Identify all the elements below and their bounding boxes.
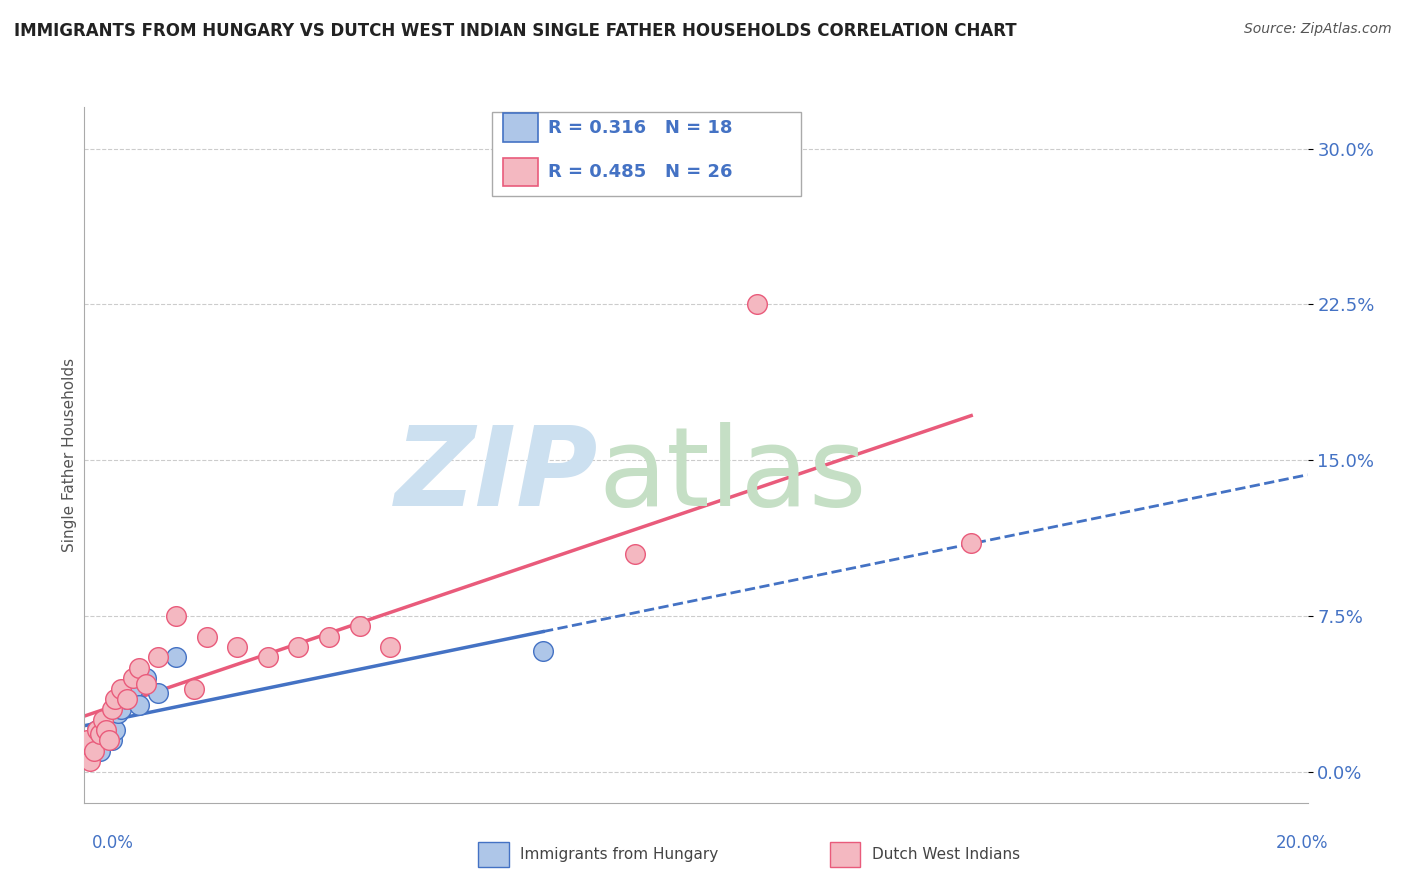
Point [115, 692, 138, 706]
Point [960, 536, 983, 550]
Point [104, 692, 127, 706]
Text: atlas: atlas [598, 422, 866, 529]
Point [104, 723, 127, 738]
Point [94, 719, 117, 733]
Text: Source: ZipAtlas.com: Source: ZipAtlas.com [1244, 22, 1392, 37]
Point [146, 686, 169, 700]
Point [89, 727, 111, 741]
Point [97, 713, 120, 727]
Point [122, 671, 145, 685]
Point [110, 702, 132, 716]
Point [91, 713, 114, 727]
Point [745, 297, 768, 311]
Point [257, 650, 280, 665]
Point [110, 681, 132, 696]
Point [531, 644, 554, 658]
Point [83, 744, 105, 758]
Point [226, 640, 249, 654]
Point [135, 671, 157, 685]
Point [107, 706, 129, 721]
Point [101, 733, 124, 747]
Point [624, 547, 647, 561]
Point [195, 630, 218, 644]
Text: R = 0.485   N = 26: R = 0.485 N = 26 [548, 163, 733, 181]
Point [165, 608, 187, 623]
Text: ZIP: ZIP [395, 422, 598, 529]
Point [115, 692, 138, 706]
Text: IMMIGRANTS FROM HUNGARY VS DUTCH WEST INDIAN SINGLE FATHER HOUSEHOLDS CORRELATIO: IMMIGRANTS FROM HUNGARY VS DUTCH WEST IN… [14, 22, 1017, 40]
Point [91, 727, 114, 741]
Point [83, 733, 105, 747]
Text: 0.0%: 0.0% [91, 834, 134, 852]
Point [349, 619, 371, 633]
Point [380, 640, 402, 654]
Text: R = 0.316   N = 18: R = 0.316 N = 18 [548, 119, 733, 136]
Point [122, 681, 145, 696]
Point [97, 733, 120, 747]
Y-axis label: Single Father Households: Single Father Households [62, 358, 77, 552]
Point [146, 650, 169, 665]
Point [86, 723, 108, 738]
Point [94, 723, 117, 738]
Point [128, 661, 150, 675]
Point [135, 677, 157, 691]
Text: Dutch West Indians: Dutch West Indians [872, 847, 1019, 862]
Point [76, 739, 98, 754]
Point [89, 744, 111, 758]
Point [101, 702, 124, 716]
Point [128, 698, 150, 713]
Point [165, 650, 187, 665]
Point [79, 747, 101, 762]
Point [79, 754, 101, 768]
Text: Immigrants from Hungary: Immigrants from Hungary [520, 847, 718, 862]
Text: 20.0%: 20.0% [1277, 834, 1329, 852]
Point [86, 723, 108, 738]
Point [287, 640, 309, 654]
Point [318, 630, 340, 644]
Point [76, 733, 98, 747]
Point [183, 681, 205, 696]
